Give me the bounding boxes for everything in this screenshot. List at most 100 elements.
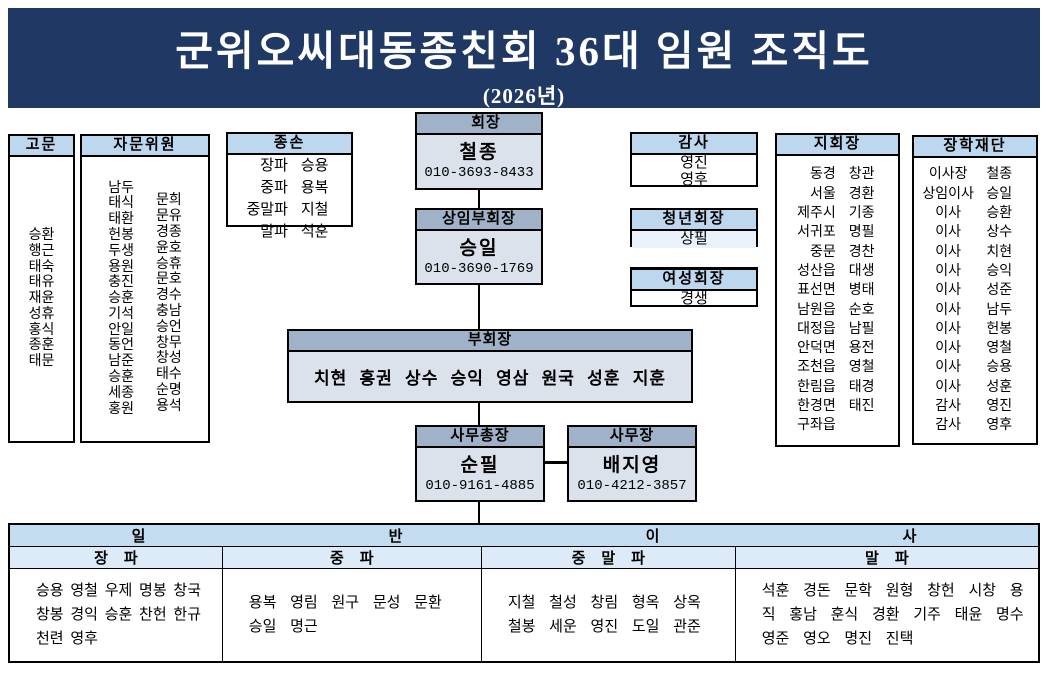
page-title: 군위오씨대동종친회 36대 임원 조직도	[175, 28, 873, 74]
branch-region: 중문	[809, 244, 836, 260]
committee-member-name: 순명	[156, 382, 182, 398]
committee-member-name: 세종	[108, 385, 134, 401]
committee-member-name: 남준	[108, 354, 134, 370]
secretary-general-box: 사무총장 순필 010-9161-4885	[415, 425, 545, 502]
scholarship-role: 이사	[935, 263, 962, 279]
scholarship-row: 상임이사 승일	[914, 185, 1036, 204]
branch-chair-row: 한림읍 태경	[777, 378, 898, 397]
scholarship-name: 상수	[986, 225, 1013, 241]
committee-member-name: 문희	[156, 193, 182, 209]
eldest-grandson-row: 중파 용복	[228, 177, 351, 199]
chairman-header: 회장	[417, 114, 541, 135]
chairman-phone: 010-3693-8433	[424, 165, 534, 181]
general-directors-title-char: 이	[645, 529, 660, 545]
advisor-name: 성휴	[28, 306, 55, 322]
committee-member-name: 두생	[108, 243, 134, 259]
branch-header-jungmalpa: 중말파	[482, 547, 736, 568]
general-directors-title-char: 사	[902, 529, 917, 545]
committee-member-name: 창성	[156, 351, 182, 367]
page-subtitle-year: (2026년)	[482, 84, 566, 108]
branch-region: 성산읍	[797, 263, 836, 279]
scholarship-foundation-header: 장학재단	[914, 137, 1036, 158]
branch-chair-name: 대생	[848, 263, 875, 279]
branch-chair-row: 동경 창관	[777, 165, 898, 184]
general-directors-title-char: 일	[131, 529, 146, 545]
advisors-header: 고문	[10, 136, 73, 157]
branch-chair-name: 태진	[848, 398, 875, 414]
branch-chairs-box: 지회장 동경 창관 서울 경환 제주시 기종	[775, 133, 900, 447]
scholarship-row: 이사 남두	[914, 301, 1036, 320]
branch-chair-name: 경환	[848, 186, 875, 202]
eldest-grandson-list: 장파 승용 중파 용복 중말파 지철 말파 석	[228, 155, 351, 243]
women-president-box: 여성회장 경생	[630, 267, 758, 307]
scholarship-role: 감사	[935, 418, 962, 434]
branch-chair-name: 남필	[848, 321, 875, 337]
branch-label: 말파	[260, 224, 288, 240]
scholarship-role: 이사	[935, 283, 962, 299]
title-banner: 군위오씨대동종친회 36대 임원 조직도 (2026년)	[8, 8, 1040, 108]
standing-vice-chairman-header: 상임부회장	[417, 210, 541, 231]
branch-label: 장파	[260, 158, 288, 174]
branch-region: 남원읍	[797, 302, 836, 318]
scholarship-role: 이사	[935, 341, 962, 357]
scholarship-role: 이사	[935, 302, 962, 318]
committee-member-name: 승언	[156, 319, 182, 335]
eldest-grandson-row: 장파 승용	[228, 155, 351, 177]
scholarship-row: 감사 영후	[914, 416, 1036, 435]
person-name: 용복	[300, 180, 329, 196]
branch-chair-row: 서귀포 명필	[777, 223, 898, 242]
branch-label: 중말파	[246, 202, 288, 218]
scholarship-role: 이사	[935, 321, 962, 337]
eldest-grandson-row: 말파 석훈	[228, 221, 351, 243]
branch-chair-row: 중문 경찬	[777, 243, 898, 262]
scholarship-row: 이사 영철	[914, 339, 1036, 358]
committee-member-name: 동언	[108, 338, 134, 354]
branch-chair-row: 안덕면 용전	[777, 339, 898, 358]
scholarship-role: 감사	[935, 398, 962, 414]
branch-chair-row: 성산읍 대생	[777, 262, 898, 281]
branch-chair-name: 태경	[848, 379, 875, 395]
chairman-name: 철종	[459, 142, 499, 163]
scholarship-row: 이사 승용	[914, 358, 1036, 377]
branch-chair-name: 영철	[848, 360, 875, 376]
person-name: 지철	[300, 202, 329, 218]
committee-member-name: 승훈	[108, 370, 134, 386]
scholarship-row: 이사 성훈	[914, 378, 1036, 397]
advisor-name: 승환	[28, 227, 55, 243]
vice-chairmen-box: 부회장 치현 홍권 상수 승익 영삼 원국 성훈 지훈	[287, 329, 693, 403]
branch-chair-name: 용전	[848, 341, 875, 357]
secretary-general-header: 사무총장	[417, 427, 543, 448]
scholarship-role: 이사	[935, 379, 962, 395]
advisor-name: 홍식	[28, 322, 55, 338]
scholarship-role: 이사	[935, 244, 962, 260]
branch-members-row: 승용 영철 우제 명봉 창국 창봉 경익 승훈 찬헌 한규 천련 영후 용복 영…	[10, 569, 1038, 661]
branch-header-row: 장파 중파 중말파 말파	[10, 547, 1038, 569]
scholarship-row: 이사 상수	[914, 223, 1036, 242]
office-manager-header: 사무장	[569, 427, 695, 448]
branch-chair-name: 순호	[848, 302, 875, 318]
branch-members-jangpa: 승용 영철 우제 명봉 창국 창봉 경익 승훈 찬헌 한규 천련 영후	[10, 569, 223, 661]
committee-member-name: 남두	[108, 180, 134, 196]
branch-chair-name: 창관	[848, 167, 875, 183]
person-name: 승용	[300, 158, 329, 174]
scholarship-row: 이사장 철종	[914, 165, 1036, 184]
scholarship-name: 승환	[986, 206, 1013, 222]
auditors-header: 감사	[632, 134, 756, 155]
committee-member-name: 용원	[108, 259, 134, 275]
scholarship-name: 영후	[986, 418, 1013, 434]
branch-chair-row: 표선면 병태	[777, 281, 898, 300]
connector-secretary-office	[545, 461, 567, 464]
branch-chair-row: 제주시 기종	[777, 204, 898, 223]
branch-chair-name	[845, 416, 898, 435]
standing-vice-chairman-phone: 010-3690-1769	[424, 260, 534, 277]
auditors-box: 감사 영진 영후	[630, 132, 758, 188]
office-manager-phone: 010-4212-3857	[577, 477, 687, 494]
committee-member-name: 문호	[156, 272, 182, 288]
advisor-name: 행근	[28, 243, 55, 259]
branch-label: 중파	[260, 180, 288, 196]
eldest-grandson-box: 종손 장파 승용 중파 용복 중말파 지철	[226, 132, 353, 240]
branch-region: 구좌읍	[797, 418, 836, 434]
connector-standing-vice	[478, 285, 480, 329]
standing-vice-chairman-box: 상임부회장 승일 010-3690-1769	[415, 208, 543, 285]
